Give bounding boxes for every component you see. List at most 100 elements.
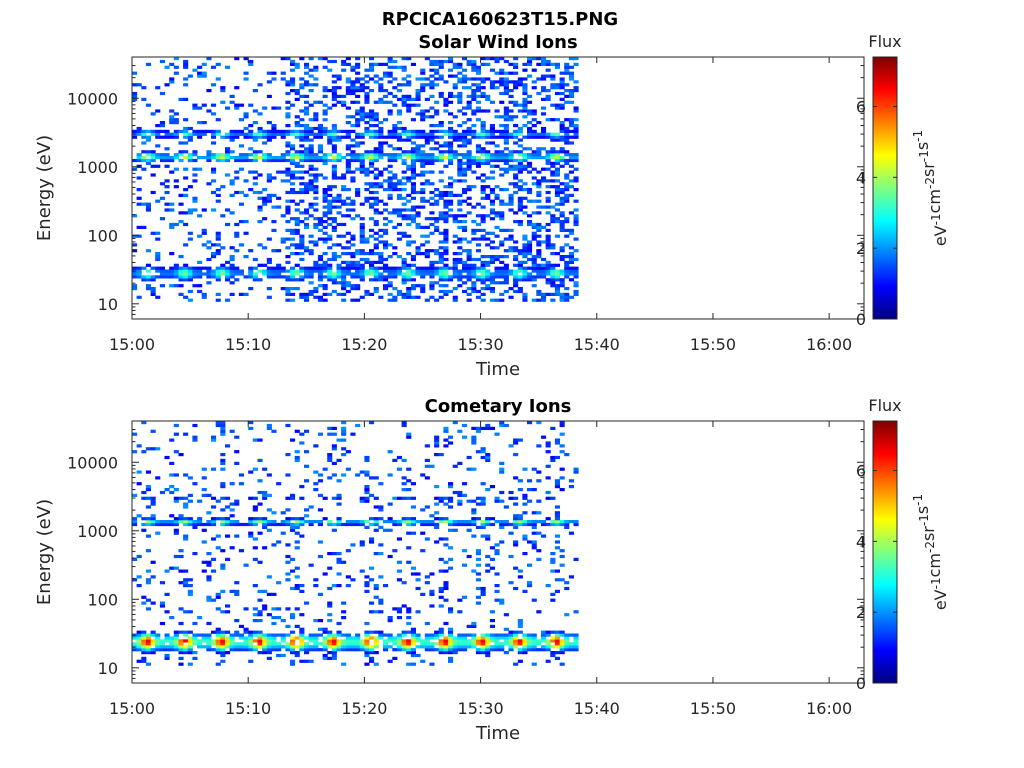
heatmap-cell <box>355 153 361 157</box>
heatmap-cell <box>322 642 328 646</box>
heatmap-cell <box>513 124 519 128</box>
heatmap-cell <box>434 281 440 285</box>
heatmap-cell <box>410 653 416 658</box>
heatmap-cell <box>266 645 272 649</box>
heatmap-cell <box>299 77 305 81</box>
heatmap-cell <box>424 581 430 585</box>
heatmap-cell <box>197 132 203 136</box>
heatmap-cell <box>201 266 207 270</box>
heatmap-cell <box>252 132 258 136</box>
heatmap-cell <box>225 65 231 69</box>
heatmap-cell <box>304 156 310 160</box>
heatmap-cell <box>331 97 337 101</box>
heatmap-cell <box>406 289 412 294</box>
heatmap-cell <box>475 289 481 294</box>
heatmap-cell <box>480 228 486 232</box>
heatmap-cell <box>206 150 212 154</box>
heatmap-cell <box>294 150 300 154</box>
heatmap-cell <box>517 144 523 148</box>
heatmap-cell <box>443 269 449 273</box>
heatmap-cell <box>308 118 314 122</box>
heatmap-cell <box>438 196 444 200</box>
heatmap-cell <box>317 156 323 160</box>
heatmap-cell <box>503 86 509 90</box>
heatmap-cell <box>513 257 519 262</box>
heatmap-cell <box>187 272 193 276</box>
heatmap-cell <box>145 522 151 527</box>
heatmap-cell <box>294 190 300 195</box>
heatmap-cell <box>401 292 407 296</box>
heatmap-cell <box>438 94 444 98</box>
heatmap-cell <box>522 182 528 186</box>
heatmap-cell <box>396 153 402 157</box>
heatmap-cell <box>396 537 402 541</box>
heatmap-cell <box>387 266 393 270</box>
heatmap-cell <box>266 613 272 617</box>
heatmap-cell <box>364 173 370 177</box>
heatmap-cell <box>350 100 356 104</box>
heatmap-cell <box>369 182 375 186</box>
heatmap-cell <box>522 77 528 81</box>
heatmap-cell <box>541 263 547 267</box>
heatmap-cell <box>355 269 361 273</box>
heatmap-cell <box>503 228 509 232</box>
heatmap-cell <box>410 132 416 136</box>
heatmap-cell <box>522 648 528 652</box>
heatmap-cell <box>475 578 481 582</box>
heatmap-cell <box>471 517 477 521</box>
heatmap-cell <box>541 62 547 66</box>
heatmap-cell <box>178 255 184 259</box>
heatmap-cell <box>387 80 393 84</box>
heatmap-cell <box>564 132 570 136</box>
heatmap-cell <box>536 182 542 186</box>
heatmap-cell <box>350 243 356 247</box>
heatmap-cell <box>229 281 235 285</box>
heatmap-cell <box>299 496 305 500</box>
heatmap-cell <box>262 153 268 157</box>
heatmap-cell <box>531 211 537 215</box>
heatmap-cell <box>531 86 537 90</box>
heatmap-cell <box>164 65 170 69</box>
heatmap-cell <box>150 648 156 652</box>
heatmap-cell <box>159 269 165 273</box>
heatmap-cell <box>406 214 412 218</box>
heatmap-cell <box>359 470 365 474</box>
heatmap-cell <box>359 234 365 238</box>
heatmap-cell <box>559 103 565 107</box>
heatmap-cell <box>355 252 361 256</box>
heatmap-cell <box>489 170 495 174</box>
heatmap-cell <box>392 65 398 69</box>
heatmap-cell <box>220 158 226 163</box>
heatmap-cell <box>485 109 491 113</box>
heatmap-cell <box>527 257 533 262</box>
heatmap-cell <box>183 59 189 64</box>
heatmap-cell <box>145 153 151 157</box>
heatmap-cell <box>355 80 361 84</box>
heatmap-cell <box>359 86 365 90</box>
heatmap-cell <box>341 188 347 192</box>
heatmap-cell <box>494 234 500 238</box>
heatmap-cell <box>234 645 240 649</box>
heatmap-cell <box>369 266 375 270</box>
heatmap-cell <box>229 639 235 643</box>
heatmap-cell <box>313 642 319 646</box>
heatmap-cell <box>508 639 514 643</box>
heatmap-cell <box>169 272 175 276</box>
heatmap-cell <box>304 65 310 69</box>
heatmap-cell <box>369 161 375 165</box>
heatmap-cell <box>480 642 486 646</box>
heatmap-cell <box>420 115 426 119</box>
heatmap-cell <box>266 266 272 270</box>
heatmap-cell <box>536 266 542 270</box>
heatmap-cell <box>424 255 430 259</box>
heatmap-cell <box>355 132 361 136</box>
heatmap-cell <box>141 275 147 279</box>
heatmap-cell <box>252 89 258 93</box>
heatmap-cell <box>494 158 500 163</box>
heatmap-cell <box>294 217 300 221</box>
heatmap-cell <box>503 278 509 282</box>
heatmap-cell <box>517 185 523 189</box>
heatmap-cell <box>304 112 310 116</box>
heatmap-cell <box>429 662 435 666</box>
heatmap-cell <box>331 126 337 131</box>
